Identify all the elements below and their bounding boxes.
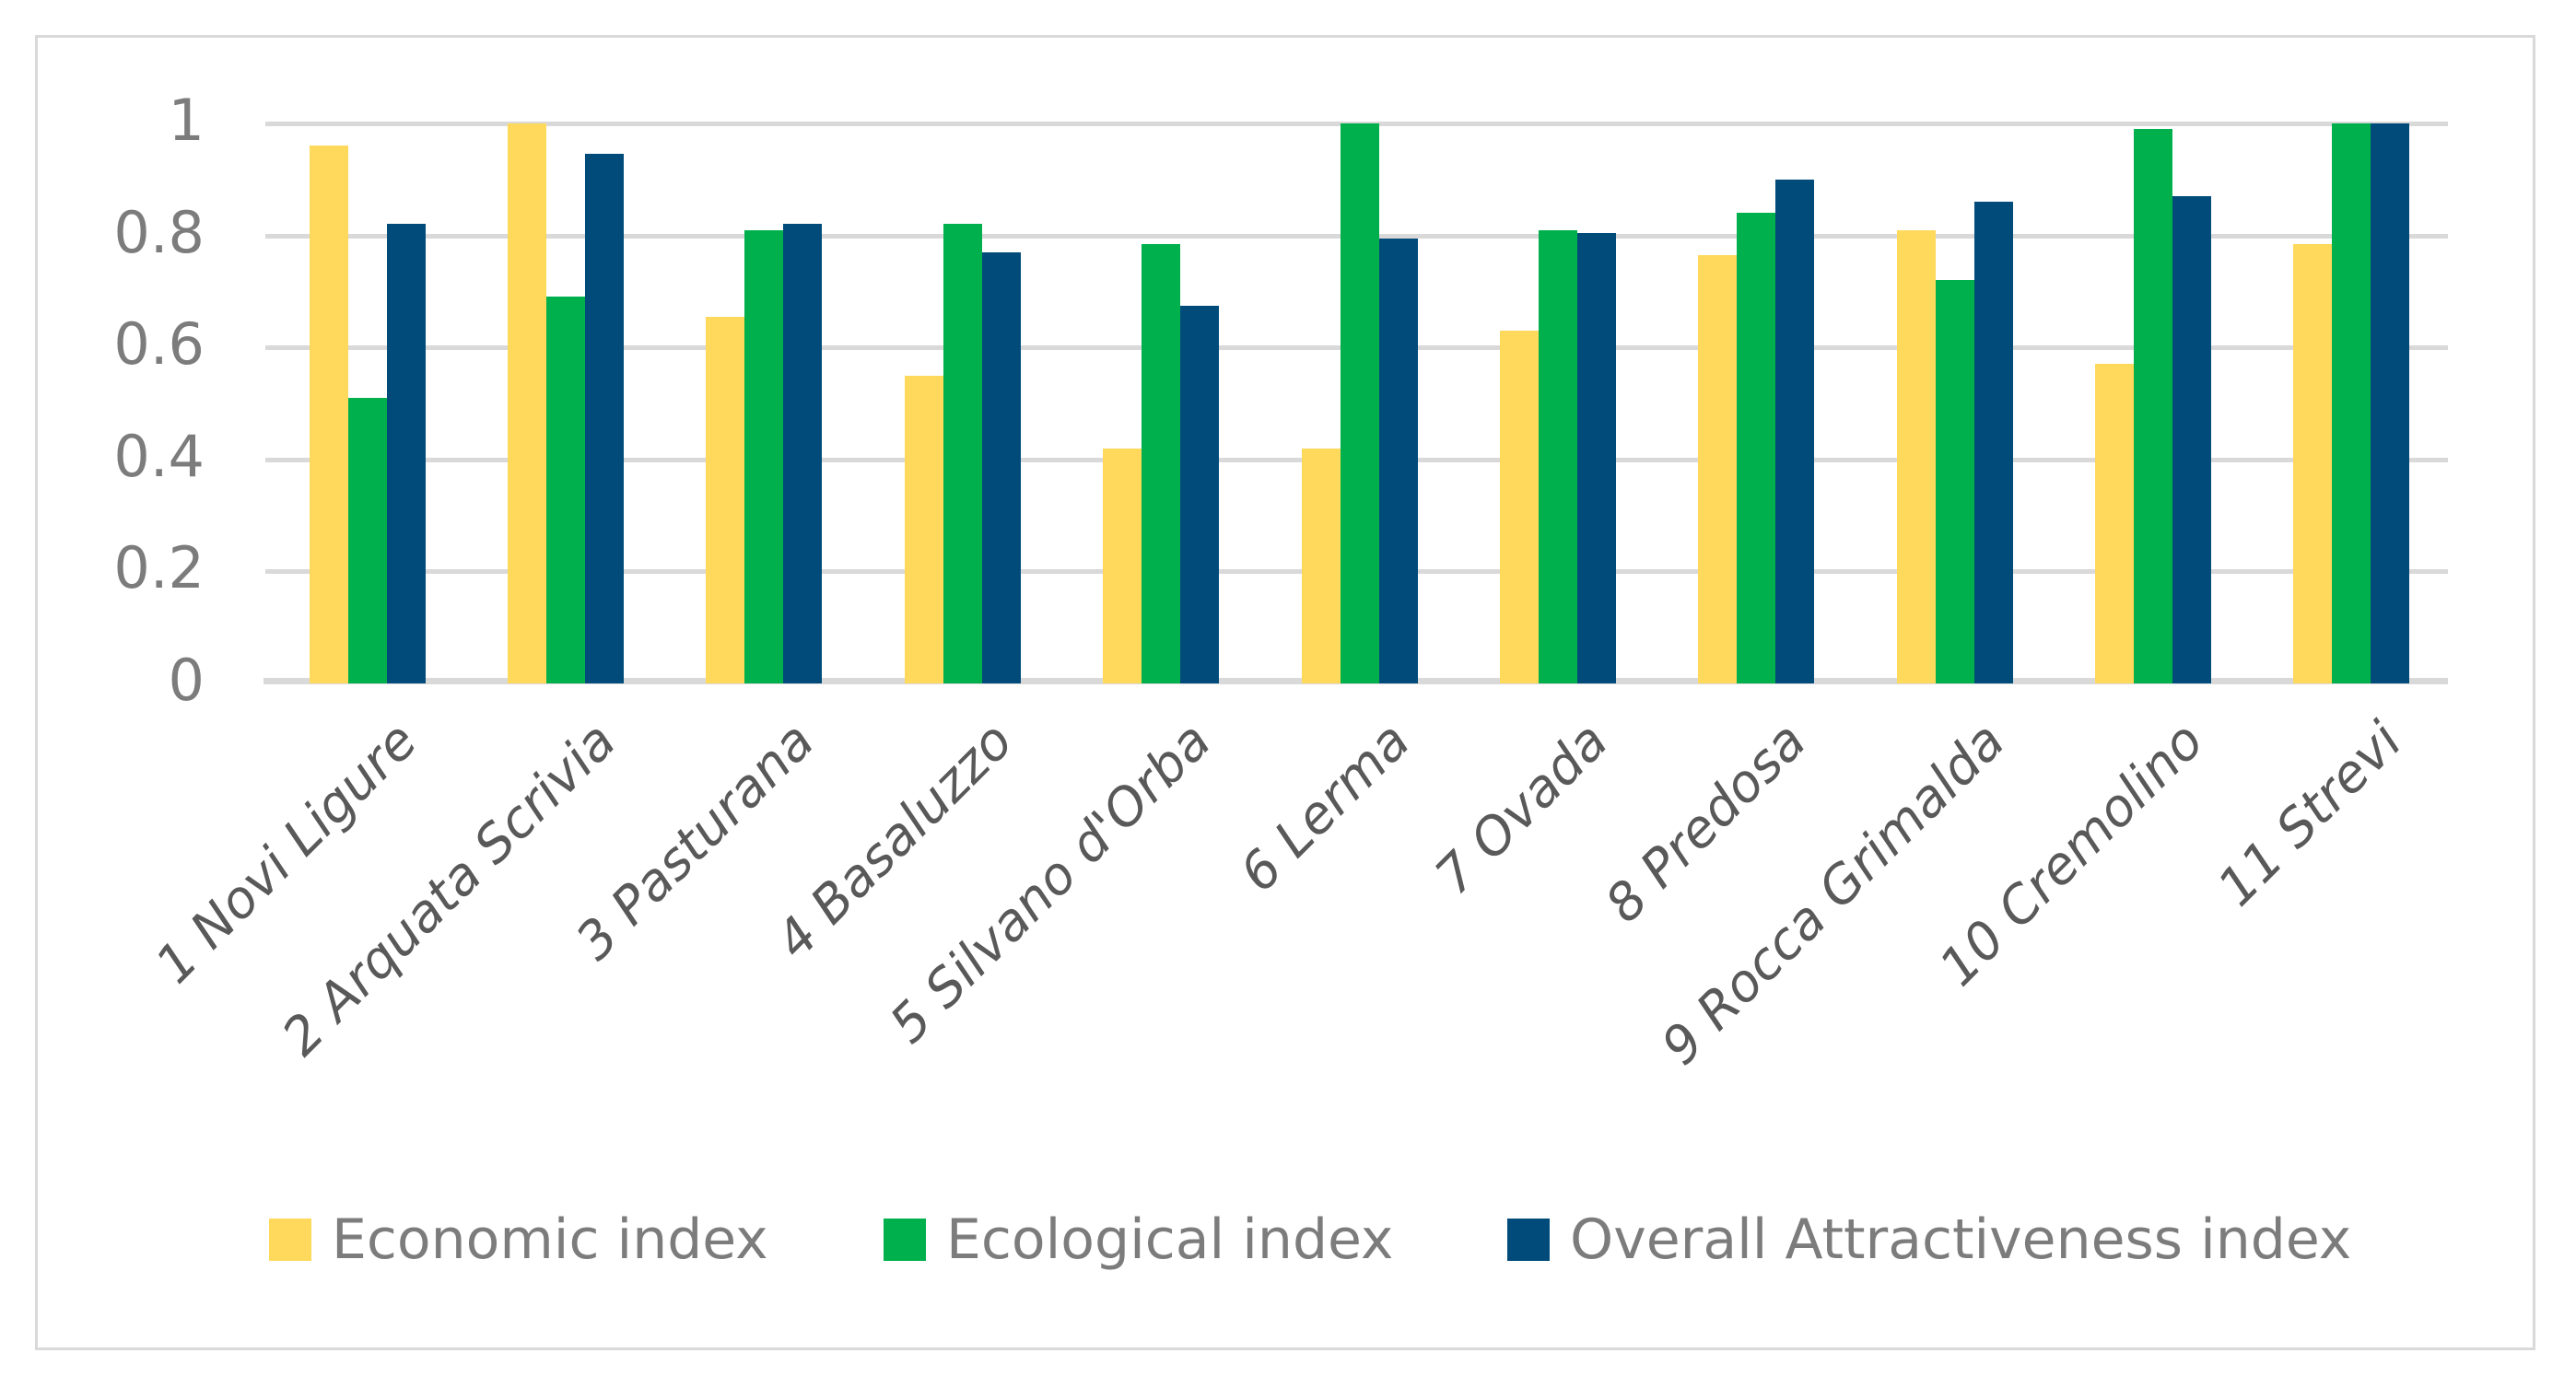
- legend-label: Ecological index: [946, 1207, 1394, 1272]
- bar-overall-attractiveness-index-1-novi-ligure: [386, 224, 426, 683]
- bar-overall-attractiveness-index-6-lerma: [1378, 238, 1418, 683]
- legend-item-ecological-index: Ecological index: [884, 1212, 1393, 1267]
- bar-overall-attractiveness-index-11-strevi: [2371, 123, 2410, 683]
- bar-overall-attractiveness-index-9-rocca-grimalda: [1973, 202, 2013, 683]
- bar-overall-attractiveness-index-4-basaluzzo: [981, 251, 1021, 683]
- y-axis-tick-label: 0.2: [113, 534, 205, 602]
- bar-ecological-index-11-strevi: [2332, 123, 2371, 683]
- bar-ecological-index-5-silvano-d-orba: [1142, 243, 1181, 683]
- legend-swatch-economic-index: [269, 1219, 311, 1261]
- bar-overall-attractiveness-index-7-ovada: [1576, 232, 1616, 683]
- legend-label: Overall Attractiveness index: [1570, 1207, 2352, 1272]
- bar-ecological-index-10-cremolino: [2133, 129, 2172, 683]
- bar-ecological-index-7-ovada: [1538, 229, 1577, 683]
- bar-ecological-index-8-predosa: [1737, 213, 1776, 683]
- bar-economic-index-1-novi-ligure: [309, 146, 348, 683]
- legend-swatch-overall-attractiveness-index: [1507, 1219, 1550, 1261]
- bar-economic-index-5-silvano-d-orba: [1103, 448, 1142, 683]
- bar-economic-index-8-predosa: [1698, 254, 1738, 683]
- bar-overall-attractiveness-index-5-silvano-d-orba: [1180, 305, 1220, 683]
- legend-item-economic-index: Economic index: [269, 1212, 768, 1267]
- bar-economic-index-2-arquata-scrivia: [508, 123, 547, 683]
- bar-overall-attractiveness-index-3-pasturana: [783, 224, 823, 683]
- bar-overall-attractiveness-index-8-predosa: [1775, 179, 1815, 683]
- y-axis-tick-label: 0.4: [113, 422, 205, 490]
- bar-overall-attractiveness-index-2-arquata-scrivia: [585, 154, 625, 683]
- bar-ecological-index-6-lerma: [1340, 123, 1379, 683]
- legend-label: Economic index: [332, 1207, 768, 1272]
- bar-overall-attractiveness-index-10-cremolino: [2172, 196, 2211, 683]
- legend-item-overall-attractiveness-index: Overall Attractiveness index: [1507, 1212, 2351, 1267]
- legend-swatch-ecological-index: [884, 1219, 926, 1261]
- bar-ecological-index-1-novi-ligure: [347, 397, 387, 683]
- bar-economic-index-7-ovada: [1499, 330, 1539, 683]
- bar-economic-index-11-strevi: [2293, 243, 2333, 683]
- bar-economic-index-3-pasturana: [706, 316, 745, 683]
- bar-economic-index-10-cremolino: [2094, 364, 2134, 683]
- y-axis-tick-label: 1: [168, 87, 205, 154]
- bar-economic-index-9-rocca-grimalda: [1896, 229, 1936, 683]
- bar-economic-index-6-lerma: [1301, 448, 1341, 683]
- y-axis-tick-label: 0.6: [113, 310, 205, 379]
- figure-border: [35, 35, 2535, 1350]
- bar-ecological-index-4-basaluzzo: [943, 224, 982, 683]
- bar-ecological-index-2-arquata-scrivia: [546, 297, 586, 683]
- bar-economic-index-4-basaluzzo: [904, 375, 943, 683]
- bar-ecological-index-9-rocca-grimalda: [1935, 280, 1974, 683]
- y-axis-tick-label: 0.8: [113, 198, 205, 266]
- y-axis-tick-label: 0: [168, 647, 205, 714]
- bar-ecological-index-3-pasturana: [744, 229, 784, 683]
